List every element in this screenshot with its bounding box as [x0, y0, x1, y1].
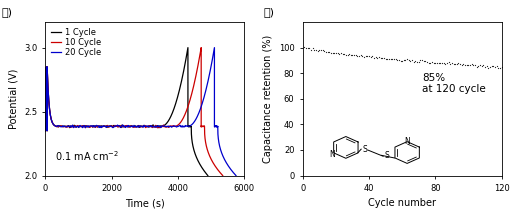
1 Cycle [181, 70, 187, 72]
Text: 나): 나) [263, 7, 274, 17]
1 Cycle [163, 123, 169, 126]
Text: 0.1 mA cm$^{-2}$: 0.1 mA cm$^{-2}$ [56, 149, 119, 163]
1 Cycle [205, 174, 211, 177]
10 Cycle [200, 125, 206, 128]
20 Cycle [187, 124, 194, 127]
Text: N: N [329, 150, 335, 159]
X-axis label: Cycle number: Cycle number [368, 198, 436, 208]
20 Cycle [168, 125, 174, 128]
10 Cycle [176, 123, 182, 126]
Text: 85%
at 120 cycle: 85% at 120 cycle [422, 73, 486, 94]
20 Cycle [213, 125, 219, 127]
1 Cycle [161, 124, 167, 127]
Y-axis label: Potential (V): Potential (V) [8, 69, 19, 129]
20 Cycle [207, 70, 213, 72]
X-axis label: Time (s): Time (s) [125, 198, 165, 208]
10 Cycle [42, 129, 48, 132]
1 Cycle [185, 46, 191, 49]
Legend: 1 Cycle, 10 Cycle, 20 Cycle: 1 Cycle, 10 Cycle, 20 Cycle [49, 26, 102, 59]
1 Cycle [145, 125, 151, 128]
Line: 20 Cycle: 20 Cycle [45, 48, 236, 175]
10 Cycle [174, 124, 180, 127]
Line: 1 Cycle: 1 Cycle [45, 48, 208, 175]
20 Cycle [211, 46, 217, 49]
20 Cycle [233, 174, 239, 177]
10 Cycle [219, 174, 226, 177]
10 Cycle [215, 169, 221, 171]
1 Cycle [42, 129, 48, 132]
10 Cycle [156, 126, 162, 128]
1 Cycle [200, 169, 207, 171]
Y-axis label: Capacitance retention (%): Capacitance retention (%) [263, 35, 273, 163]
Text: N: N [404, 137, 410, 146]
20 Cycle [228, 169, 234, 171]
1 Cycle [186, 125, 193, 128]
Text: 가): 가) [2, 7, 13, 17]
20 Cycle [42, 129, 48, 132]
Text: S: S [384, 152, 389, 160]
10 Cycle [198, 46, 204, 49]
10 Cycle [194, 70, 200, 72]
Line: 10 Cycle: 10 Cycle [45, 48, 222, 175]
Text: S: S [362, 145, 367, 154]
20 Cycle [189, 123, 195, 126]
